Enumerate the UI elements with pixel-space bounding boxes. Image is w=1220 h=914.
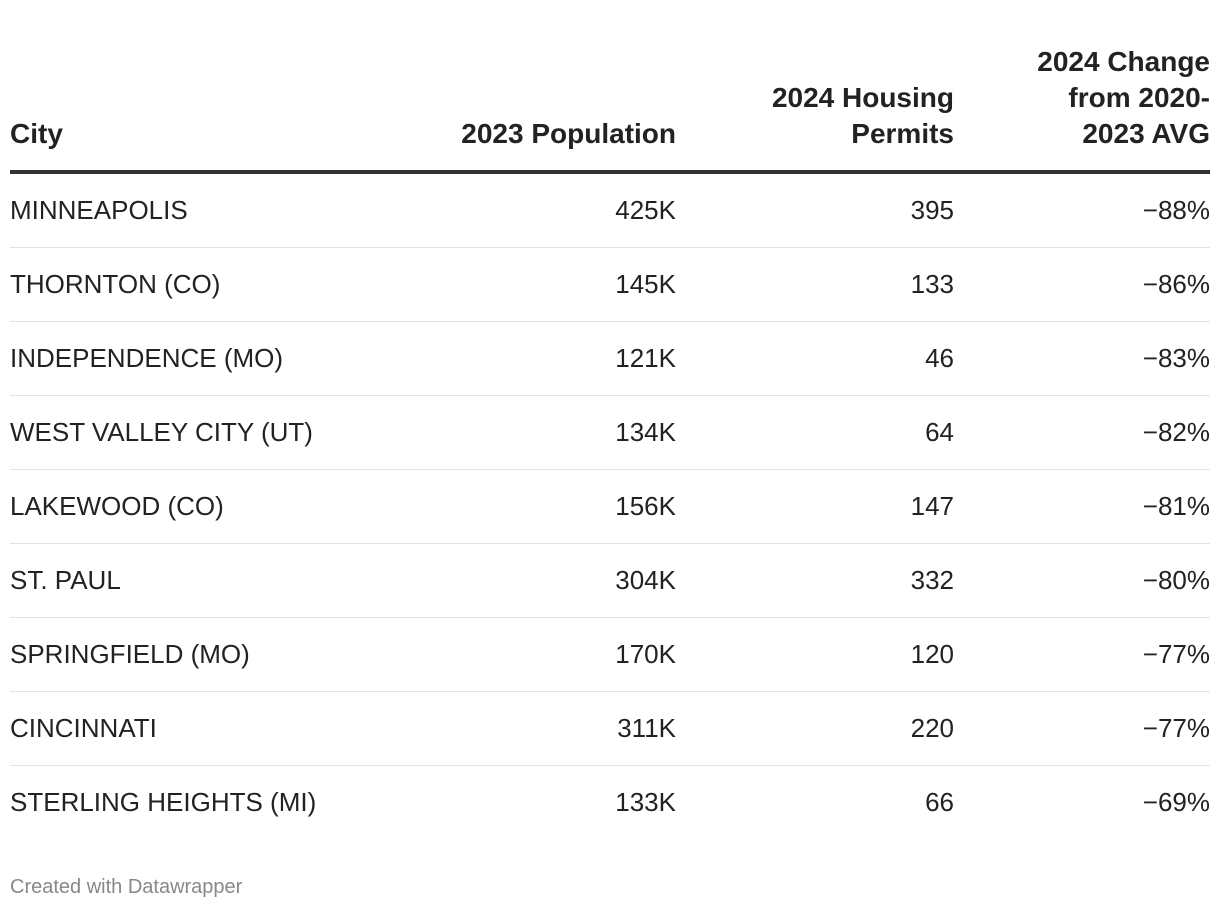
header-change-line-2: from 2020- xyxy=(1068,82,1210,113)
permits-cell: 147 xyxy=(676,469,954,544)
change-cell: −88% xyxy=(954,172,1210,248)
header-change-line-3: 2023 AVG xyxy=(1082,118,1210,149)
header-population: 2023 Population xyxy=(410,44,676,174)
city-cell: WEST VALLEY CITY (UT) xyxy=(10,395,410,470)
permits-cell: 133 xyxy=(676,247,954,322)
population-cell: 425K xyxy=(410,172,676,248)
header-permits: 2024 Housing Permits xyxy=(676,44,954,174)
header-population-line: 2023 Population xyxy=(461,118,676,149)
change-cell: −82% xyxy=(954,395,1210,470)
city-cell: ST. PAUL xyxy=(10,543,410,618)
population-cell: 156K xyxy=(410,469,676,544)
table-row: STERLING HEIGHTS (MI) 133K 66 −69% xyxy=(10,766,1210,840)
header-city: City xyxy=(10,44,410,174)
data-table: City 2023 Population 2024 Housing Permit… xyxy=(10,44,1210,839)
permits-cell: 120 xyxy=(676,617,954,692)
header-city-line: City xyxy=(10,118,63,149)
header-permits-line-1: 2024 Housing xyxy=(771,82,954,113)
permits-cell: 46 xyxy=(676,321,954,396)
permits-cell: 395 xyxy=(676,172,954,248)
city-cell: SPRINGFIELD (MO) xyxy=(10,617,410,692)
table-header: City 2023 Population 2024 Housing Permit… xyxy=(10,44,1210,174)
population-cell: 311K xyxy=(410,691,676,766)
header-row: City 2023 Population 2024 Housing Permit… xyxy=(10,44,1210,174)
city-cell: CINCINNATI xyxy=(10,691,410,766)
table-row: CINCINNATI 311K 220 −77% xyxy=(10,691,1210,766)
permits-cell: 332 xyxy=(676,543,954,618)
change-cell: −81% xyxy=(954,469,1210,544)
data-table-container: City 2023 Population 2024 Housing Permit… xyxy=(10,44,1210,839)
permits-cell: 66 xyxy=(925,787,954,817)
change-cell: −80% xyxy=(954,543,1210,618)
table-row: WEST VALLEY CITY (UT) 134K 64 −82% xyxy=(10,395,1210,470)
population-cell: 121K xyxy=(410,321,676,396)
table-row: LAKEWOOD (CO) 156K 147 −81% xyxy=(10,469,1210,544)
datawrapper-credit: Created with Datawrapper xyxy=(10,876,243,898)
header-permits-line-2: Permits xyxy=(851,118,954,149)
city-cell: LAKEWOOD (CO) xyxy=(10,469,410,544)
population-cell: 134K xyxy=(410,395,676,470)
city-cell: INDEPENDENCE (MO) xyxy=(10,321,410,396)
header-change: 2024 Change from 2020- 2023 AVG xyxy=(954,44,1210,174)
population-cell: 145K xyxy=(410,247,676,322)
population-cell: 133K xyxy=(615,787,676,817)
header-change-line-1: 2024 Change xyxy=(1037,46,1210,77)
city-cell: STERLING HEIGHTS (MI) xyxy=(10,787,317,817)
table-body: MINNEAPOLIS 425K 395 −88% THORNTON (CO) … xyxy=(10,172,1210,839)
change-cell: −77% xyxy=(954,691,1210,766)
city-cell: MINNEAPOLIS xyxy=(10,172,410,248)
change-cell: −83% xyxy=(954,321,1210,396)
change-cell: −69% xyxy=(1142,787,1210,817)
table-row: MINNEAPOLIS 425K 395 −88% xyxy=(10,172,1210,248)
permits-cell: 220 xyxy=(676,691,954,766)
city-cell: THORNTON (CO) xyxy=(10,247,410,322)
population-cell: 170K xyxy=(410,617,676,692)
table-row: INDEPENDENCE (MO) 121K 46 −83% xyxy=(10,321,1210,396)
table-row: SPRINGFIELD (MO) 170K 120 −77% xyxy=(10,617,1210,692)
population-cell: 304K xyxy=(410,543,676,618)
change-cell: −86% xyxy=(954,247,1210,322)
table-row: ST. PAUL 304K 332 −80% xyxy=(10,543,1210,618)
table-row: THORNTON (CO) 145K 133 −86% xyxy=(10,247,1210,322)
change-cell: −77% xyxy=(954,617,1210,692)
permits-cell: 64 xyxy=(676,395,954,470)
